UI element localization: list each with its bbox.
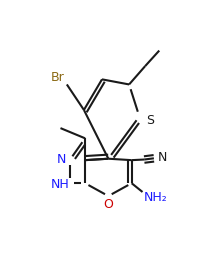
Text: NH: NH: [51, 178, 70, 191]
Text: O: O: [103, 198, 113, 211]
Text: N: N: [158, 151, 167, 164]
Text: S: S: [146, 114, 154, 127]
Text: N: N: [57, 153, 66, 166]
Text: Br: Br: [51, 71, 65, 84]
Text: NH₂: NH₂: [144, 191, 168, 204]
